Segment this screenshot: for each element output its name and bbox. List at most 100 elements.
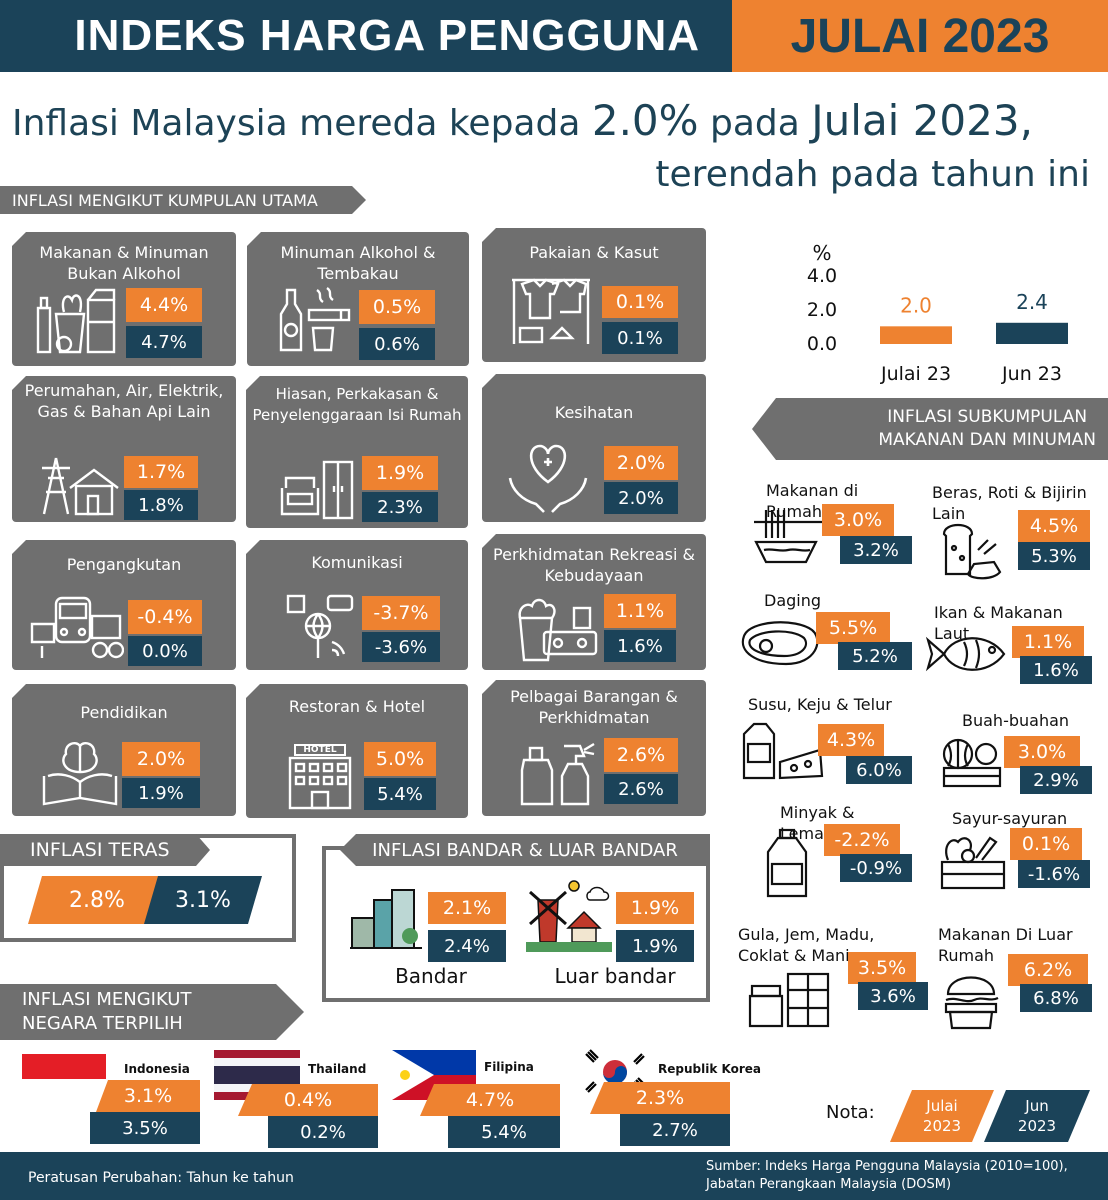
noodle-bowl-icon [754,510,822,564]
food-sub-title-line2: MAKANAN DAN MINUMAN [878,430,1096,450]
group-name: Restoran & Hotel [288,697,426,716]
header-period: JULAI 2023 [732,0,1108,72]
inflation-bar-chart: % 4.0 2.0 0.0 2.0 2.4 Julai 23 Jun 23 [807,241,1068,385]
luar-jun-value: 1.9% [616,930,694,962]
sub-jul-value: 3.0% [1004,736,1080,768]
bandar-label: Bandar [395,964,467,988]
note-jul-line1: Julai [926,1097,958,1115]
countries-title-line2: NEGARA TERPILIH [22,1013,183,1034]
group-jul-value: 1.9% [362,456,438,490]
sub-jul-value: 3.5% [848,952,916,984]
group-jul-value: 0.1% [602,286,678,318]
note-jun-legend: Jun 2023 [984,1090,1090,1142]
hotel-sign: HOTEL [294,744,346,756]
sub-jun-value: 2.9% [1020,766,1092,794]
sub-jun-value: 3.6% [858,982,928,1010]
vegetable-crate-icon [940,836,1006,890]
chart-y-tick: 2.0 [807,299,837,321]
oil-bottle-icon [766,828,808,898]
indonesia-flag-icon [22,1054,106,1104]
sub-jun-value: 3.2% [840,536,912,564]
group-jul-value: -3.7% [362,596,440,630]
group-jun-value: 2.6% [604,774,678,804]
clothes-rack-icon [512,278,590,344]
group-card-housing: Perumahan, Air, Elektrik, Gas & Bahan Ap… [12,376,236,522]
group-card-health: Kesihatan 2.0% 2.0% [482,374,706,522]
luar-label: Luar bandar [554,964,676,988]
footer-source-line1: Sumber: Indeks Harga Pengguna Malaysia (… [706,1159,1068,1174]
country-jun-value: 2.7% [620,1114,730,1146]
group-card-furnishing: Hiasan, Perkakasan & Penyelenggaraan Isi… [246,376,468,528]
chart-y-unit: % [812,241,831,265]
headline-comma: , [1019,96,1033,145]
group-jun-value: 0.0% [128,636,202,666]
group-name: Pendidikan [80,703,168,722]
chart-x-label: Jun 23 [1001,363,1062,385]
group-jul-value: 1.1% [604,594,676,628]
sub-jul-value: -2.2% [824,824,900,856]
note-jul-line2: 2023 [922,1117,962,1135]
cleaning-products-icon [520,742,595,806]
group-card-education: Pendidikan 2.0% 1.9% [12,684,236,816]
group-jun-value: 2.3% [362,492,438,522]
sub-jun-value: 1.6% [1020,656,1092,684]
group-card-alcohol: Minuman Alkohol & Tembakau 0.5% 0.6% [247,232,469,366]
country-jun-value: 5.4% [448,1116,560,1148]
chart-x-label: Julai 23 [880,363,951,385]
group-name: Pengangkutan [66,555,182,574]
brain-book-icon [42,742,118,806]
sub-name: Susu, Keju & Telur [748,695,892,714]
country-jul-value: 2.3% [590,1082,730,1114]
sub-jul-value: 5.5% [816,612,890,644]
groceries-icon [36,288,116,354]
footer: Peratusan Perubahan: Tahun ke tahun Sumb… [0,1152,1108,1200]
chart-bar-jun [996,322,1068,344]
group-jul-value: 2.0% [604,446,678,480]
main-groups-title: INFLASI MENGIKUT KUMPULAN UTAMA [0,186,366,214]
health-care-icon [508,444,588,513]
burger-takeaway-icon [944,976,999,1030]
headline-value: 2.0% [591,96,699,145]
dairy-icon [742,722,824,780]
sub-jun-value: 6.8% [1020,984,1092,1012]
headline-line1: Inflasi Malaysia mereda kepada 2.0% pada… [12,96,1033,145]
food-sub-title-line1: INFLASI SUBKUMPULAN [887,407,1088,427]
group-name: Pelbagai Barangan & Perkhidmatan [510,687,678,727]
country-name: Filipina [484,1060,534,1074]
fruit-basket-icon [942,738,1002,788]
sub-jul-value: 1.1% [1012,626,1084,658]
communication-icon [286,594,354,658]
sub-jul-value: 6.2% [1008,954,1088,986]
group-jun-value: 2.0% [604,482,678,514]
chart-data-label: 2.4 [1016,290,1048,314]
chocolate-jam-icon [748,972,830,1028]
house-pylon-icon [42,457,119,516]
sub-jul-value: 3.0% [822,504,894,536]
group-jul-value: 0.5% [359,290,435,324]
sub-jul-value: 0.1% [1010,828,1082,860]
header-title: INDEKS HARGA PENGGUNA [0,0,732,72]
sub-name: Buah-buahan [962,711,1070,730]
furniture-icon [280,460,354,520]
bandar-jul-value: 2.1% [428,892,506,924]
luar-jul-value: 1.9% [616,892,694,924]
rural-windmill-icon [526,880,612,952]
bottle-cigarette-icon [279,287,351,352]
headline-month: Julai 2023 [811,96,1020,145]
note-label: Nota: [826,1102,875,1123]
meat-steak-icon [741,621,819,666]
group-jun-value: 0.6% [359,328,435,360]
group-jul-value: 5.0% [364,742,436,776]
group-card-clothing: Pakaian & Kasut 0.1% 0.1% [482,228,706,362]
sub-jun-value: 6.0% [846,756,912,784]
sub-name: Makanan Di Luar Rumah [938,925,1073,965]
country-jul-value: 3.1% [96,1080,200,1112]
popcorn-icon [518,598,598,662]
hotel-building-icon [288,756,352,810]
bandar-jun-value: 2.4% [428,930,506,962]
sub-name: Beras, Roti & Bijirin Lain [932,483,1087,523]
group-jun-value: 1.8% [124,490,198,520]
sub-name: Ikan & Makanan Laut [934,603,1063,643]
group-name: Kesihatan [554,403,634,422]
group-jun-value: 5.4% [364,778,436,810]
